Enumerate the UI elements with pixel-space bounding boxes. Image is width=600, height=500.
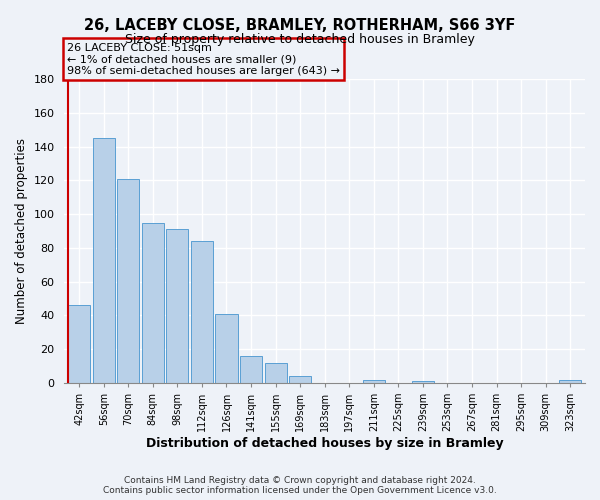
Bar: [117, 178, 139, 383]
Text: 26, LACEBY CLOSE, BRAMLEY, ROTHERHAM, S66 3YF: 26, LACEBY CLOSE, BRAMLEY, ROTHERHAM, S6…: [85, 18, 515, 32]
Bar: [68, 305, 90, 383]
Bar: [215, 314, 238, 383]
Y-axis label: Number of detached properties: Number of detached properties: [15, 138, 28, 324]
Bar: [191, 241, 213, 383]
Bar: [265, 362, 287, 383]
Text: Size of property relative to detached houses in Bramley: Size of property relative to detached ho…: [125, 32, 475, 46]
Bar: [289, 376, 311, 383]
Bar: [240, 356, 262, 383]
Bar: [412, 381, 434, 383]
Bar: [92, 138, 115, 383]
X-axis label: Distribution of detached houses by size in Bramley: Distribution of detached houses by size …: [146, 437, 503, 450]
Text: Contains HM Land Registry data © Crown copyright and database right 2024.: Contains HM Land Registry data © Crown c…: [124, 476, 476, 485]
Text: Contains public sector information licensed under the Open Government Licence v3: Contains public sector information licen…: [103, 486, 497, 495]
Bar: [142, 222, 164, 383]
Bar: [166, 230, 188, 383]
Text: 26 LACEBY CLOSE: 51sqm
← 1% of detached houses are smaller (9)
98% of semi-detac: 26 LACEBY CLOSE: 51sqm ← 1% of detached …: [67, 43, 340, 76]
Bar: [559, 380, 581, 383]
Bar: [363, 380, 385, 383]
